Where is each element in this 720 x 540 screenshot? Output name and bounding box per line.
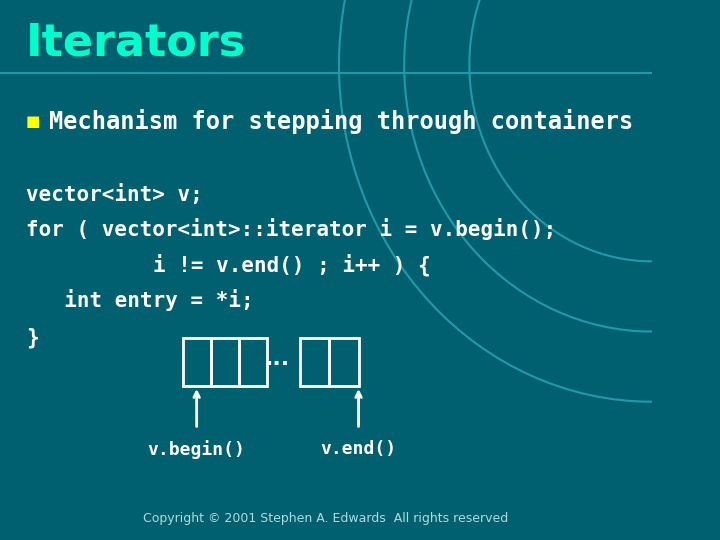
Text: v.begin(): v.begin(): [148, 440, 246, 459]
Bar: [300, 338, 329, 386]
Text: Iterators: Iterators: [26, 22, 246, 65]
Bar: [211, 338, 239, 386]
Text: for ( vector<int>::iterator i = v.begin();: for ( vector<int>::iterator i = v.begin(…: [26, 219, 557, 240]
Text: ■: ■: [26, 114, 40, 129]
Text: ...: ...: [264, 349, 289, 369]
Text: i != v.end() ; i++ ) {: i != v.end() ; i++ ) {: [52, 253, 431, 276]
Bar: [329, 338, 359, 386]
Bar: [183, 338, 211, 386]
Bar: [239, 338, 267, 386]
Text: vector<int> v;: vector<int> v;: [26, 184, 203, 205]
Text: v.end(): v.end(): [320, 440, 397, 458]
Text: }: }: [26, 327, 39, 348]
Text: Mechanism for stepping through containers: Mechanism for stepping through container…: [49, 109, 633, 134]
Text: Copyright © 2001 Stephen A. Edwards  All rights reserved: Copyright © 2001 Stephen A. Edwards All …: [143, 512, 508, 525]
Text: int entry = *i;: int entry = *i;: [39, 289, 253, 310]
